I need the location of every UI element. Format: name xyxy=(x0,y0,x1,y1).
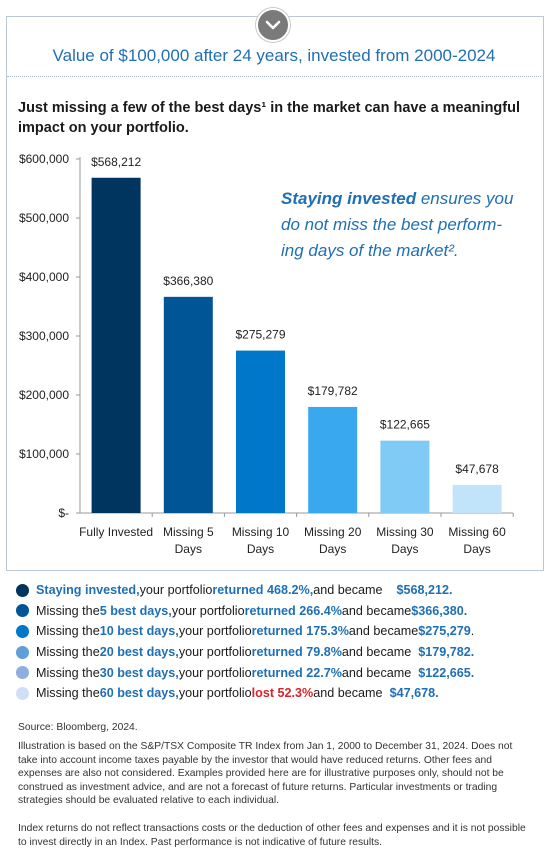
callout-bold: Staying invested xyxy=(281,189,417,208)
bar-chart: $- $100,000 $200,000 $300,000 $400,000 $500,0… xyxy=(19,152,514,556)
bullet-text: and became xyxy=(341,645,419,660)
y-tick-label: $- xyxy=(58,506,69,520)
bullet-text: and became xyxy=(341,603,412,618)
bullet-text: your portfolio xyxy=(139,583,213,598)
bullet-highlight: $568,212. xyxy=(396,583,453,598)
bar xyxy=(91,177,141,513)
bullet-highlight: Staying invested, xyxy=(36,583,140,598)
bullet-highlight: 5 best days, xyxy=(99,603,172,618)
bullet-text: your portfolio xyxy=(178,686,252,701)
data-label: $122,665 xyxy=(380,418,430,432)
bullet-highlight: returned 175.3% xyxy=(251,624,349,639)
bullet-item: Missing the 20 best days, your portfolio… xyxy=(16,642,546,663)
data-label: $47,678 xyxy=(455,462,499,476)
x-tick-label: Missing 30 xyxy=(376,525,434,539)
data-label: $366,380 xyxy=(163,274,213,288)
bullet-text: Missing the xyxy=(36,624,100,639)
bullet-text: your portfolio xyxy=(178,645,252,660)
bullet-highlight: returned 266.4% xyxy=(244,603,342,618)
y-tick-label: $400,000 xyxy=(19,270,69,284)
bullet-dot-icon xyxy=(16,624,29,638)
data-label: $568,212 xyxy=(91,155,141,169)
bullet-item: Missing the 5 best days, your portfolio … xyxy=(16,601,546,622)
chart-subtitle: Just missing a few of the best days¹ in … xyxy=(18,100,520,136)
bullet-dot-icon xyxy=(16,666,29,680)
chevron-down-icon xyxy=(265,20,281,30)
bullet-highlight: returned 79.8% xyxy=(251,645,342,660)
bullet-highlight: $275,279 xyxy=(418,624,471,639)
bar xyxy=(236,350,285,513)
bullet-highlight: lost 52.3% xyxy=(251,686,314,701)
bullet-dot-icon xyxy=(16,604,29,618)
callout-text: Staying invested ensures you do not miss… xyxy=(281,186,521,264)
bullet-highlight: 20 best days, xyxy=(99,645,179,660)
bullet-text: Missing the xyxy=(36,665,100,680)
bullet-text: your portfolio xyxy=(178,624,252,639)
bar xyxy=(380,440,430,513)
data-label: $179,782 xyxy=(308,384,358,398)
callout-rest: ensures you do not miss the best perform… xyxy=(281,189,514,260)
bullet-highlight: 60 best days, xyxy=(99,686,179,701)
bullet-text: your portfolio xyxy=(178,665,252,680)
bullet-text: your portfolio xyxy=(171,603,245,618)
x-tick-label: Fully Invested xyxy=(79,525,153,539)
x-tick-label: Missing 60 xyxy=(448,525,506,539)
y-tick-label: $500,000 xyxy=(19,211,69,225)
bullet-text: Missing the xyxy=(36,686,100,701)
bullet-highlight: 10 best days, xyxy=(99,624,179,639)
bullet-highlight: $366,380. xyxy=(411,603,468,618)
source-note: Source: Bloomberg, 2024. xyxy=(18,722,138,733)
y-tick-label: $200,000 xyxy=(19,388,69,402)
bullet-text: . xyxy=(470,624,475,639)
bullet-highlight: $47,678. xyxy=(389,686,439,701)
y-tick-label: $100,000 xyxy=(19,447,69,461)
bullet-dot-icon xyxy=(16,583,29,597)
bullet-item: Missing the 60 best days, your portfolio… xyxy=(16,683,546,704)
bullet-text: Missing the xyxy=(36,645,100,660)
bullet-item: Missing the 10 best days, your portfolio… xyxy=(16,621,546,642)
bullet-highlight: returned 22.7% xyxy=(251,665,342,680)
bullet-dot-icon xyxy=(16,686,29,700)
disclaimer-text-2: Index returns do not reflect transaction… xyxy=(18,823,526,848)
bullet-item: Staying invested, your portfolio returne… xyxy=(16,580,546,601)
x-tick-label: Missing 5 xyxy=(163,525,214,539)
x-tick-label: Days xyxy=(391,542,418,556)
expand-button[interactable] xyxy=(256,8,290,42)
x-tick-label: Days xyxy=(319,542,346,556)
x-tick-label: Days xyxy=(247,542,274,556)
bullet-dot-icon xyxy=(16,645,29,659)
x-tick-label: Days xyxy=(175,542,202,556)
bullet-item: Missing the 30 best days, your portfolio… xyxy=(16,662,546,683)
bullet-list: Staying invested, your portfolio returne… xyxy=(16,580,546,704)
bullet-text: and became xyxy=(313,686,390,701)
bullet-highlight: 30 best days, xyxy=(99,665,179,680)
bullet-highlight: $122,665. xyxy=(418,665,475,680)
y-tick-label: $600,000 xyxy=(19,152,69,166)
bullet-text: and became xyxy=(341,665,419,680)
page-title: Value of $100,000 after 24 years, invest… xyxy=(7,36,541,77)
x-tick-label: Missing 20 xyxy=(304,525,362,539)
disclaimer-text: Illustration is based on the S&P/TSX Com… xyxy=(18,741,513,806)
bullet-text: and became xyxy=(313,583,397,598)
y-tick-label: $300,000 xyxy=(19,329,69,343)
bullet-text: Missing the xyxy=(36,603,100,618)
bar xyxy=(452,484,502,513)
bullet-highlight: $179,782. xyxy=(418,645,475,660)
bullet-highlight: returned 468.2%, xyxy=(212,583,314,598)
bar xyxy=(308,406,358,513)
data-label: $275,279 xyxy=(235,328,285,342)
bullet-text: and became xyxy=(348,624,419,639)
x-tick-label: Days xyxy=(463,542,490,556)
bar xyxy=(163,296,213,513)
x-tick-label: Missing 10 xyxy=(232,525,290,539)
